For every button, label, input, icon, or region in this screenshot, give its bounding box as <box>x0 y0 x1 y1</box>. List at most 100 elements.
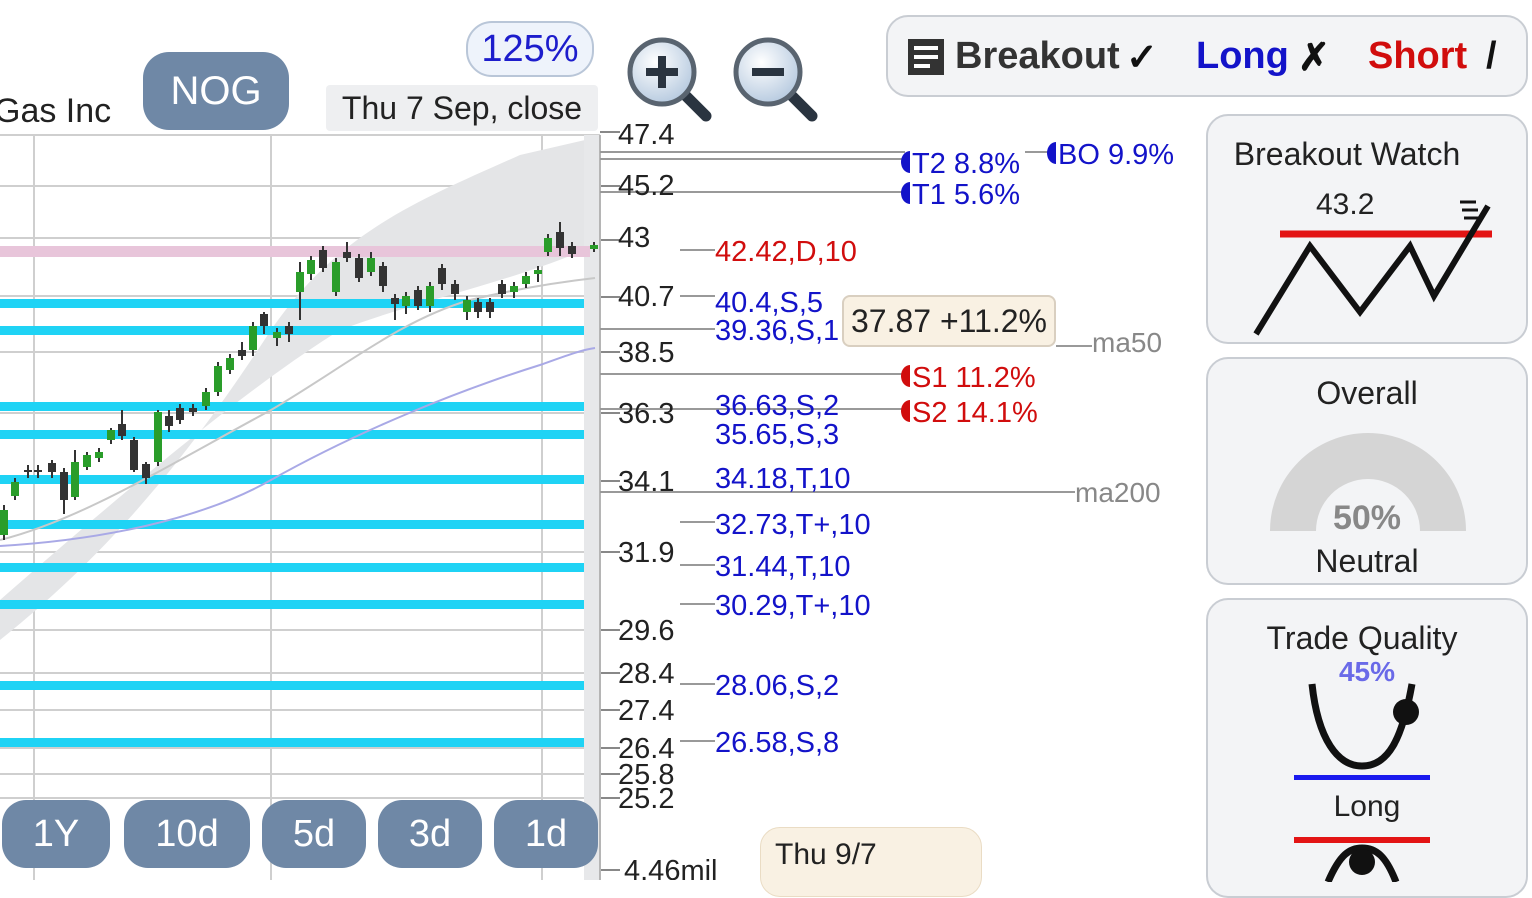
axis-ticks <box>600 131 620 871</box>
candle-body <box>60 472 68 500</box>
s1-marker-icon <box>901 365 910 387</box>
short-slash-icon: / <box>1486 35 1497 77</box>
level-label: 42.42,D,10 <box>715 236 857 268</box>
candle-body <box>249 326 257 350</box>
level-label: 35.65,S,3 <box>715 419 839 451</box>
candle-body <box>332 262 340 292</box>
long-tag[interactable]: Long <box>1196 35 1289 77</box>
candle-body <box>296 272 304 292</box>
candle-body <box>165 416 173 426</box>
candle-body <box>367 258 375 272</box>
candle-body <box>11 482 19 496</box>
range-1d-button[interactable]: 1d <box>494 800 598 868</box>
candle-body <box>463 300 471 312</box>
candle-body <box>438 268 446 284</box>
level-label: 36.63,S,2 <box>715 390 839 422</box>
price-tick: 29.6 <box>618 615 674 647</box>
breakout-check-icon: ✓ <box>1126 37 1158 79</box>
candle-body <box>474 302 482 312</box>
zoom-in-icon[interactable] <box>624 34 712 122</box>
quote-date: Thu 7 Sep, close <box>326 85 598 131</box>
hover-date: Thu 9/7 <box>760 827 982 897</box>
candle-body <box>590 245 598 249</box>
level-label: 28.06,S,2 <box>715 670 839 702</box>
target-t2[interactable]: T2 8.8% <box>912 148 1020 180</box>
range-3d-button[interactable]: 3d <box>378 800 482 868</box>
price-tick: 38.5 <box>618 337 674 369</box>
candle-body <box>273 332 281 338</box>
price-tick: 26.4 <box>618 733 674 765</box>
support-bands <box>0 299 584 747</box>
t2-marker-icon <box>901 151 910 173</box>
candle-body <box>319 250 327 268</box>
candle-body <box>379 266 387 286</box>
target-t1[interactable]: T1 5.6% <box>912 179 1020 211</box>
range-1y-button[interactable]: 1Y <box>2 800 110 868</box>
candle-body <box>34 470 42 472</box>
bollinger-band <box>0 140 585 640</box>
price-tick: 47.4 <box>618 119 674 151</box>
stop-s1[interactable]: S1 11.2% <box>912 362 1036 394</box>
candle-body <box>226 358 234 370</box>
trade-quality-label: Long <box>1333 790 1401 823</box>
candle-body <box>118 424 126 436</box>
overall-gauge-icon <box>1270 433 1466 531</box>
range-10d-button[interactable]: 10d <box>124 800 250 868</box>
stop-s2[interactable]: S2 14.1% <box>912 397 1038 429</box>
price-tick: 40.7 <box>618 281 674 313</box>
breakout-pattern-icon <box>1253 200 1492 336</box>
level-label: 26.58,S,8 <box>715 727 839 759</box>
trade-quality-panel[interactable]: Trade Quality 45% Long <box>1206 598 1528 898</box>
level-label: 40.4,S,5 <box>715 287 823 319</box>
candle-body <box>238 350 246 356</box>
price-tick: 36.3 <box>618 398 674 430</box>
trade-quality-title: Trade Quality <box>1266 620 1458 656</box>
candle-body <box>355 258 363 278</box>
short-tag[interactable]: Short <box>1368 35 1468 77</box>
candle-body <box>176 408 184 420</box>
price-tick: 25.8 <box>618 759 674 791</box>
candle-body <box>130 440 138 470</box>
menu-icon[interactable] <box>908 39 944 75</box>
overall-title: Overall <box>1316 375 1418 411</box>
candle-body <box>260 314 268 326</box>
zoom-level[interactable]: 125% <box>466 21 594 77</box>
candle-body <box>402 296 410 306</box>
candle-body <box>451 284 459 294</box>
price-tick: 43 <box>618 222 650 254</box>
volume-label: 4.46mil <box>624 855 718 880</box>
ticker-button[interactable]: NOG <box>143 52 289 130</box>
company-name: Gas Inc <box>0 92 112 130</box>
target-bo[interactable]: BO 9.9% <box>1058 139 1174 171</box>
level-label: 30.29,T+,10 <box>715 590 871 622</box>
candle-body <box>343 252 351 258</box>
candle-body <box>189 408 197 412</box>
candle-body <box>510 286 518 292</box>
breakout-watch-value: 43.2 <box>1316 188 1375 221</box>
candle-body <box>522 276 530 284</box>
ma50-line <box>0 277 596 541</box>
candle-body <box>486 302 494 312</box>
candle-body <box>414 290 422 306</box>
candles <box>0 222 598 540</box>
level-labels: 42.42,D,10 40.4,S,5 39.36,S,1 36.63,S,2 … <box>715 236 871 759</box>
overall-panel[interactable]: Overall 50% Neutral <box>1206 357 1528 585</box>
candle-body <box>556 232 564 248</box>
bo-marker-icon <box>1047 142 1056 164</box>
candle-body <box>48 463 56 472</box>
breakout-watch-panel[interactable]: Breakout Watch 43.2 <box>1206 114 1528 344</box>
breakout-watch-title: Breakout Watch <box>1233 136 1461 172</box>
range-5d-button[interactable]: 5d <box>262 800 366 868</box>
price-tick: 31.9 <box>618 537 674 569</box>
overall-percent: 50% <box>1332 499 1402 537</box>
level-lines <box>600 151 1092 742</box>
candle-body <box>154 412 162 462</box>
candle-body <box>71 462 79 497</box>
price-chart[interactable]: 47.4 45.2 43 40.7 38.5 36.3 34.1 31.9 29… <box>0 0 1200 880</box>
price-tick: 27.4 <box>618 695 674 727</box>
zoom-out-icon[interactable] <box>730 34 818 122</box>
overall-label: Neutral <box>1315 543 1419 579</box>
candle-body <box>24 470 32 472</box>
resistance-band <box>0 246 590 257</box>
breakout-tag[interactable]: Breakout <box>955 35 1120 77</box>
